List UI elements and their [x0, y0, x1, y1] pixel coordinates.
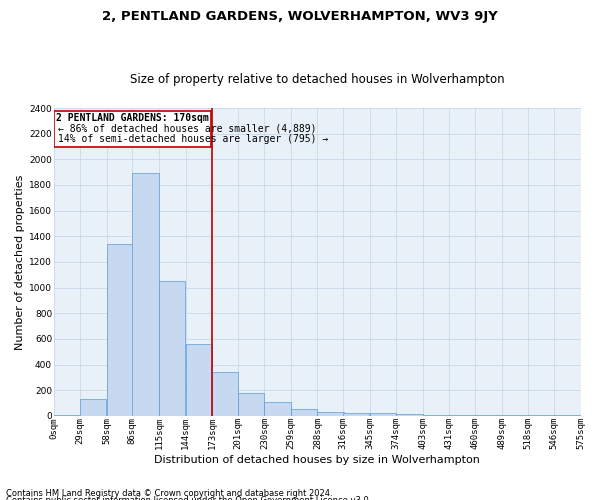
Bar: [449, 414, 475, 416]
Bar: [212, 372, 238, 416]
Bar: [159, 281, 185, 416]
Bar: [370, 413, 396, 416]
FancyBboxPatch shape: [55, 110, 211, 147]
Bar: [238, 394, 264, 416]
Bar: [185, 344, 212, 416]
Bar: [133, 174, 158, 416]
X-axis label: Distribution of detached houses by size in Wolverhampton: Distribution of detached houses by size …: [154, 455, 480, 465]
Bar: [343, 413, 370, 416]
Bar: [265, 402, 290, 416]
Bar: [291, 409, 317, 416]
Bar: [53, 415, 80, 416]
Bar: [396, 414, 422, 416]
Bar: [528, 414, 554, 416]
Text: Contains HM Land Registry data © Crown copyright and database right 2024.: Contains HM Land Registry data © Crown c…: [6, 488, 332, 498]
Y-axis label: Number of detached properties: Number of detached properties: [15, 174, 25, 350]
Bar: [80, 399, 106, 416]
Title: Size of property relative to detached houses in Wolverhampton: Size of property relative to detached ho…: [130, 73, 505, 86]
Bar: [107, 244, 133, 416]
Text: 2 PENTLAND GARDENS: 170sqm: 2 PENTLAND GARDENS: 170sqm: [56, 113, 209, 123]
Text: ← 86% of detached houses are smaller (4,889): ← 86% of detached houses are smaller (4,…: [58, 123, 317, 133]
Text: 14% of semi-detached houses are larger (795) →: 14% of semi-detached houses are larger (…: [58, 134, 328, 144]
Bar: [317, 412, 344, 416]
Text: 2, PENTLAND GARDENS, WOLVERHAMPTON, WV3 9JY: 2, PENTLAND GARDENS, WOLVERHAMPTON, WV3 …: [102, 10, 498, 23]
Text: Contains public sector information licensed under the Open Government Licence v3: Contains public sector information licen…: [6, 496, 371, 500]
